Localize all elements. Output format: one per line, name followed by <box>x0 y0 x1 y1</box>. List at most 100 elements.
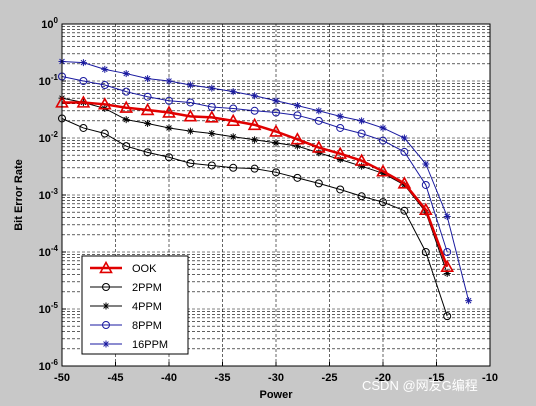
data-point-8ppm <box>314 116 323 125</box>
y-tick-label: 10-1 <box>39 73 59 88</box>
x-tick-label: -10 <box>482 372 498 384</box>
data-point-2ppm <box>143 148 152 157</box>
data-point-8ppm <box>165 96 173 105</box>
series-ook <box>55 95 455 272</box>
x-tick-label: -50 <box>54 372 70 384</box>
data-point-8ppm <box>293 111 302 120</box>
data-point-ook <box>418 202 433 215</box>
data-point-8ppm <box>272 108 280 117</box>
data-point-2ppm <box>443 312 452 321</box>
legend-marker-4ppm <box>102 302 110 310</box>
y-tick-label: 10-4 <box>39 244 59 259</box>
data-point-8ppm <box>443 248 452 256</box>
data-point-8ppm <box>122 87 131 96</box>
legend-label-2ppm: 2PPM <box>132 282 162 294</box>
data-point-4ppm <box>293 142 301 150</box>
y-tick-label: 10-2 <box>39 130 59 145</box>
data-point-16ppm <box>465 297 473 305</box>
data-point-16ppm <box>315 107 323 115</box>
data-point-4ppm <box>122 116 130 124</box>
series-line-16ppm <box>61 60 470 301</box>
y-tick-label: 10-6 <box>39 358 59 373</box>
ticks: -50 -45 -40 -35 -30 -25 -20 -15 -10 100 10-1 10-2 10… <box>39 16 498 384</box>
data-point-2ppm <box>336 185 345 194</box>
series-8ppm <box>58 72 452 256</box>
data-point-ook <box>76 95 91 108</box>
x-tick-label: -30 <box>268 372 284 384</box>
data-point-8ppm <box>336 123 345 132</box>
data-point-2ppm <box>250 164 259 173</box>
data-point-16ppm <box>443 212 451 220</box>
series-16ppm <box>58 57 473 305</box>
legend-label-8ppm: 8PPM <box>132 320 162 332</box>
x-tick-label: -45 <box>108 372 124 384</box>
data-point-2ppm <box>79 123 88 132</box>
data-point-16ppm <box>251 92 259 100</box>
data-point-16ppm <box>165 77 173 85</box>
data-point-8ppm <box>143 92 152 101</box>
data-point-2ppm <box>357 192 366 201</box>
data-point-ook <box>119 100 134 113</box>
data-point-2ppm <box>400 206 409 215</box>
data-point-8ppm <box>229 104 238 113</box>
data-point-16ppm <box>422 160 430 168</box>
data-point-ook <box>269 124 283 137</box>
data-point-ook <box>397 176 412 189</box>
data-point-8ppm <box>421 180 430 189</box>
watermark: CSDN @网友G编程 <box>362 378 478 393</box>
data-point-2ppm <box>293 173 302 182</box>
data-point-16ppm <box>336 112 344 120</box>
data-point-16ppm <box>400 134 408 142</box>
x-tick-label: -35 <box>215 372 231 384</box>
data-point-2ppm <box>207 161 216 170</box>
data-point-16ppm <box>358 117 366 125</box>
legend-marker-16ppm <box>102 340 110 348</box>
data-point-4ppm <box>358 162 366 170</box>
data-point-ook <box>333 146 348 159</box>
data-point-2ppm <box>272 168 280 177</box>
data-point-16ppm <box>293 102 301 110</box>
data-point-8ppm <box>250 106 259 115</box>
data-point-ook <box>162 105 176 118</box>
data-point-8ppm <box>186 98 195 107</box>
data-point-ook <box>440 259 455 272</box>
data-point-8ppm <box>100 81 109 90</box>
y-tick-label: 10-5 <box>39 301 59 316</box>
data-point-8ppm <box>379 136 387 145</box>
data-point-16ppm <box>122 70 130 78</box>
data-point-4ppm <box>272 139 280 147</box>
data-point-2ppm <box>314 179 323 188</box>
data-point-4ppm <box>208 129 216 137</box>
x-tick-label: -25 <box>322 372 338 384</box>
data-point-2ppm <box>186 159 195 168</box>
data-point-ook <box>247 117 262 131</box>
data-point-16ppm <box>272 97 280 105</box>
data-point-ook <box>311 140 326 153</box>
series-line-2ppm <box>61 118 448 317</box>
data-point-16ppm <box>186 81 194 89</box>
series-group <box>55 57 473 321</box>
data-point-ook <box>376 164 390 177</box>
y-tick-label: 100 <box>41 16 58 31</box>
data-point-8ppm <box>357 129 366 138</box>
y-tick-label: 10-3 <box>39 187 59 202</box>
data-point-16ppm <box>144 75 152 83</box>
data-point-2ppm <box>229 163 238 172</box>
x-tick-label: -15 <box>429 372 445 384</box>
legend-marker-8ppm <box>102 321 110 329</box>
data-point-ook <box>226 113 241 127</box>
data-point-16ppm <box>208 84 216 92</box>
series-2ppm <box>58 114 452 321</box>
legend-label-16ppm: 16PPM <box>132 339 168 351</box>
data-point-2ppm <box>122 142 131 151</box>
data-point-16ppm <box>79 59 87 67</box>
x-tick-label: -40 <box>161 372 177 384</box>
data-point-ook <box>354 153 369 166</box>
data-point-2ppm <box>100 129 109 138</box>
legend-marker-ook <box>99 260 113 274</box>
data-point-ook <box>97 97 112 110</box>
legend: OOK 2PPM 4PPM 8PPM 16PPM <box>81 255 189 355</box>
x-tick-label: -20 <box>375 372 391 384</box>
x-axis-title: Power <box>259 389 293 401</box>
